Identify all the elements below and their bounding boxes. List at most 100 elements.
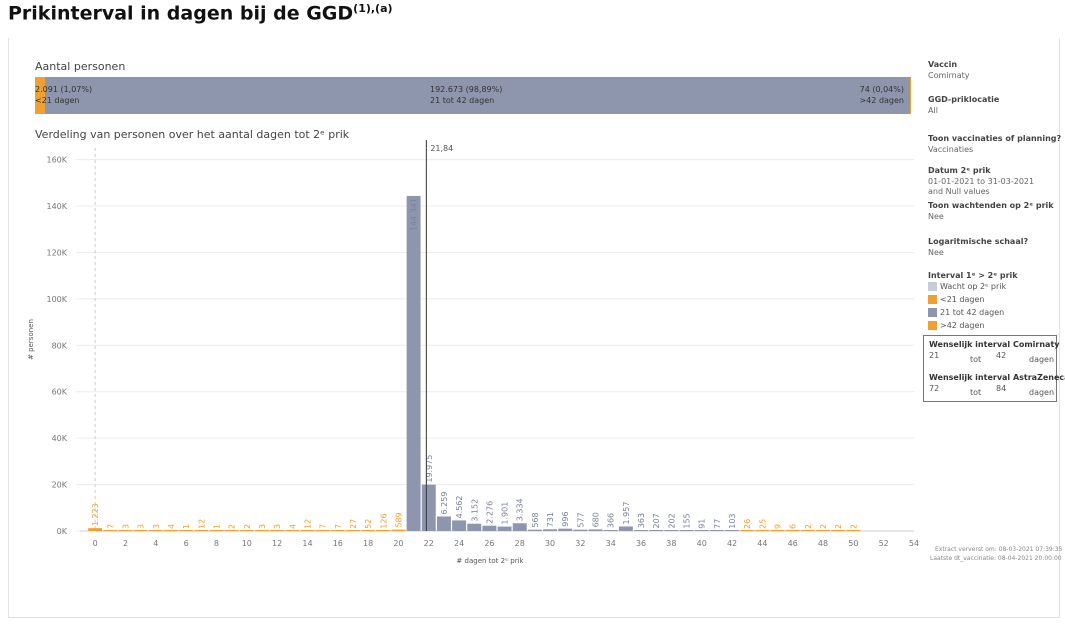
x-tick-label: 18 <box>363 539 373 548</box>
bar-value-label: 7 <box>319 524 328 529</box>
summary-segment-value: 192.673 (98,89%) <box>430 85 503 94</box>
bar-value-label: 2 <box>243 524 252 529</box>
summary-segment-category: >42 dagen <box>859 96 904 105</box>
summary-segment[interactable] <box>45 77 911 114</box>
bar-value-label: 731 <box>546 512 555 527</box>
x-tick-label: 42 <box>727 539 737 548</box>
histogram-bar <box>512 523 527 531</box>
histogram-bar <box>634 530 649 531</box>
bar-value-label: 1 <box>182 524 191 529</box>
y-tick-label: 80K <box>52 341 68 350</box>
filter-control[interactable]: Logaritmische schaal? Nee <box>928 237 1028 257</box>
histogram-bar <box>133 530 148 531</box>
legend-item[interactable]: >42 dagen <box>928 321 984 332</box>
page-title: Prikinterval in dagen bij de GGD(1),(a) <box>8 2 393 25</box>
x-tick-label: 12 <box>272 539 282 548</box>
bar-value-label: 363 <box>637 513 646 528</box>
legend-item[interactable]: 21 tot 42 dagen <box>928 308 1004 319</box>
bar-value-label: 155 <box>683 513 692 528</box>
summary-segment-category: 21 tot 42 dagen <box>430 96 495 105</box>
title-footnote: (1),(a) <box>353 2 393 15</box>
histogram-bar <box>816 530 830 531</box>
bar-value-label: 996 <box>561 511 570 526</box>
summary-segment[interactable] <box>35 77 45 114</box>
interval-title: Wenselijk interval Comirnaty <box>929 340 1060 349</box>
x-axis-label: # dagen tot 2ᵉ prik <box>456 557 524 565</box>
x-tick-label: 30 <box>545 539 555 548</box>
summary-segment-label: 2.091 (1,07%) <21 dagen <box>35 84 92 106</box>
summary-segment-label: 192.673 (98,89%) 21 tot 42 dagen <box>430 84 502 106</box>
histogram-bar <box>846 530 861 531</box>
filter-label: Toon wachtenden op 2ᵉ prik <box>928 201 1054 210</box>
bar-value-label: 7 <box>106 524 115 529</box>
filter-value: Vaccinaties <box>928 145 974 154</box>
x-tick-label: 26 <box>484 539 494 548</box>
legend-swatch <box>928 321 937 330</box>
histogram-bar <box>285 530 300 531</box>
histogram-bar <box>164 530 178 531</box>
summary-segment-value: 74 (0,04%) <box>859 85 904 94</box>
legend-item[interactable]: Wacht op 2ᵉ prik <box>928 282 1006 293</box>
interval-tot: tot <box>970 355 982 364</box>
x-tick-label: 16 <box>333 539 343 548</box>
filter-control[interactable]: GGD-priklocatie All <box>928 95 999 115</box>
y-tick-label: 20K <box>52 481 68 490</box>
bar-value-label: 207 <box>652 513 661 528</box>
y-tick-label: 160K <box>46 156 67 165</box>
x-tick-label: 2 <box>123 539 128 548</box>
filter-control[interactable]: Toon vaccinaties of planning? Vaccinaties <box>928 134 1061 154</box>
bar-value-label: 6 <box>789 524 798 529</box>
interval-to: 42 <box>996 351 1007 360</box>
footer-extract: Extract ververst om: 08-03-2021 07:39:35 <box>935 546 1063 553</box>
x-tick-label: 44 <box>757 539 767 548</box>
histogram-bar <box>527 529 542 531</box>
histogram-bar <box>300 530 315 531</box>
histogram-bar <box>770 530 785 531</box>
y-tick-label: 140K <box>46 202 67 211</box>
x-tick-label: 24 <box>454 539 464 548</box>
interval-unit: dagen <box>1029 388 1055 397</box>
histogram-bar <box>270 530 285 531</box>
x-tick-label: 8 <box>214 539 219 548</box>
bar-value-label: 2.276 <box>485 501 494 524</box>
histogram-bar <box>755 530 770 531</box>
x-tick-label: 46 <box>788 539 798 548</box>
filter-label: Vaccin <box>928 60 958 69</box>
average-reference-label: 21,84 <box>430 144 453 153</box>
legend-label: <21 dagen <box>940 295 985 304</box>
bar-value-label: 2 <box>819 524 828 529</box>
filter-control[interactable]: Vaccin Comirnaty <box>928 60 970 80</box>
filter-control[interactable]: Toon wachtenden op 2ᵉ prik Nee <box>928 201 1054 221</box>
bar-value-label: 1.901 <box>501 502 510 525</box>
x-tick-label: 32 <box>575 539 585 548</box>
filter-value: All <box>928 106 938 115</box>
x-tick-label: 38 <box>666 539 676 548</box>
bar-value-label: 91 <box>698 519 707 529</box>
y-axis-label: # personen <box>27 319 35 360</box>
summary-stacked-bar[interactable]: 2.091 (1,07%) <21 dagen 192.673 (98,89%) 21… <box>35 77 911 114</box>
histogram-bar <box>436 516 451 531</box>
bar-value-label: 27 <box>349 519 358 529</box>
legend-item[interactable]: <21 dagen <box>928 295 984 306</box>
interval-box: Wenselijk interval Comirnaty 21 tot 42 dagen… <box>923 335 1065 402</box>
histogram-bar <box>315 530 330 531</box>
histogram-bar <box>376 530 391 531</box>
y-tick-label: 120K <box>46 248 67 257</box>
bar-value-label: 1.223 <box>91 503 100 526</box>
histogram-bar <box>179 530 194 531</box>
histogram-bar <box>467 523 482 531</box>
y-tick-label: 100K <box>46 295 67 304</box>
bar-value-label: 1.957 <box>622 502 631 525</box>
histogram-bar <box>497 526 512 531</box>
filter-label: Logaritmische schaal? <box>928 237 1029 246</box>
histogram-bar <box>482 525 497 531</box>
legend-swatch <box>928 295 937 304</box>
bar-value-label: 9 <box>774 524 783 529</box>
filter-control[interactable]: Datum 2ᵉ prik 01-01-2021 to 31-03-2021 and… <box>928 166 1034 196</box>
bar-value-label: 6.259 <box>440 492 449 515</box>
legend-title: Interval 1ᵉ > 2ᵉ prik <box>928 271 1018 280</box>
histogram-bar <box>148 530 163 531</box>
histogram-bar <box>239 530 254 531</box>
bar-value-label: 26 <box>743 519 752 529</box>
